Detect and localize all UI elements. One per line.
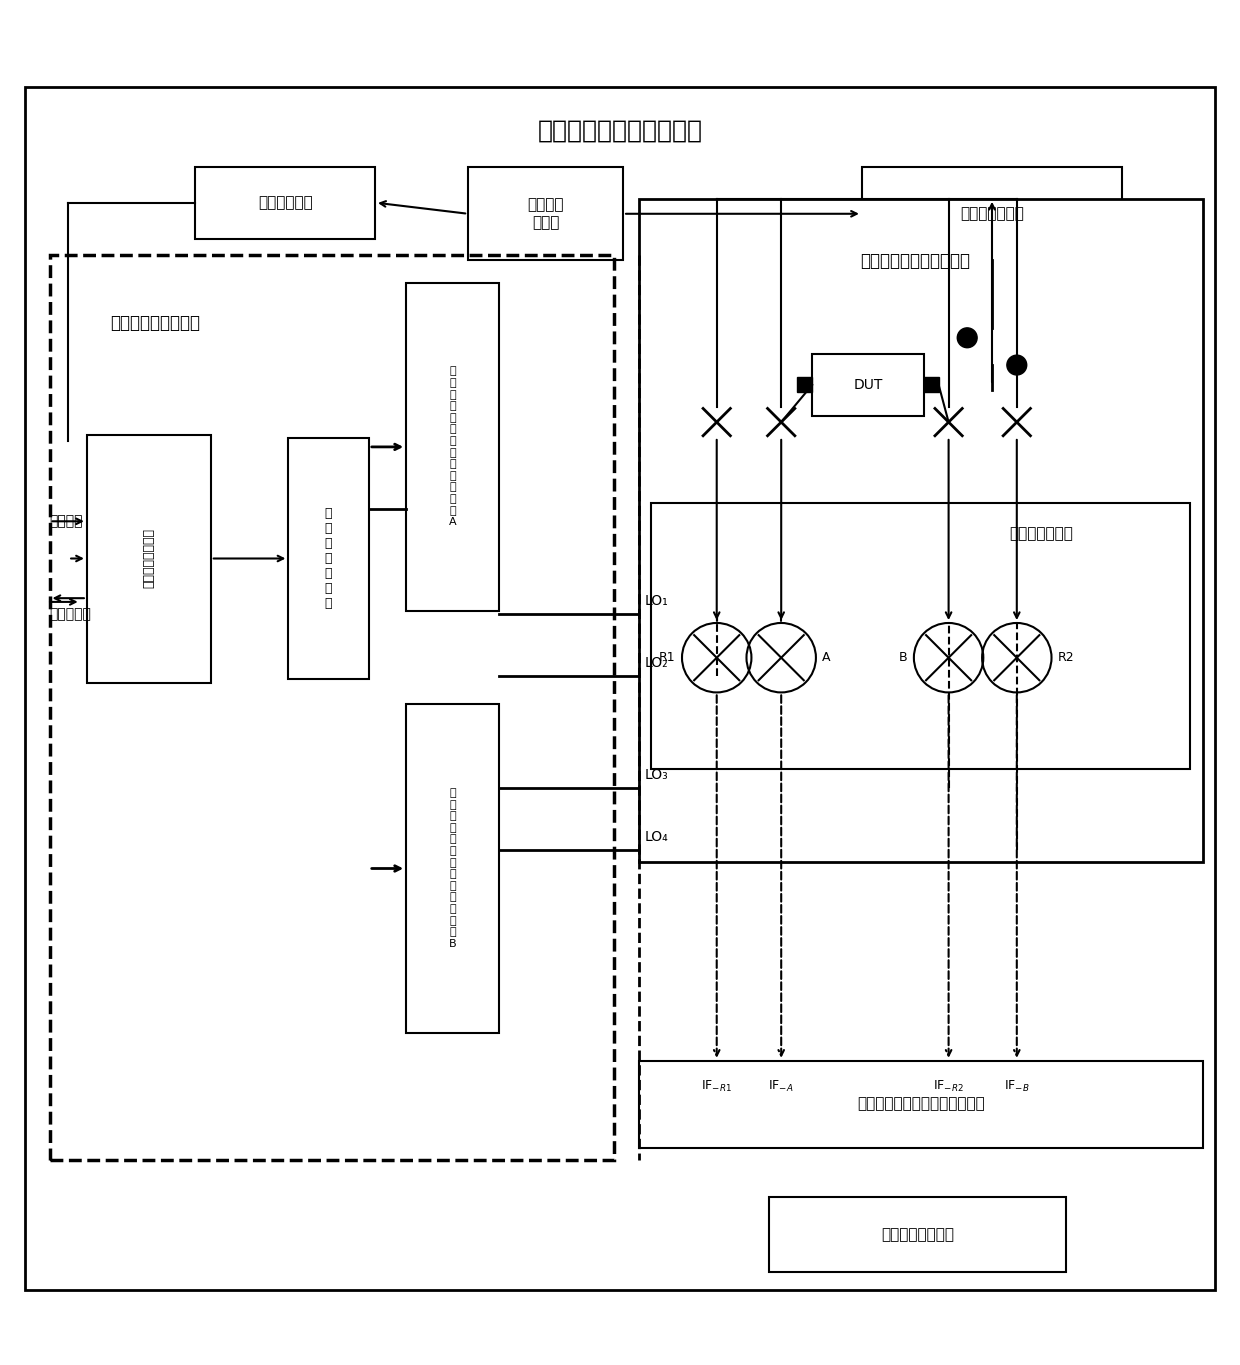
- Circle shape: [957, 328, 977, 348]
- Text: IF$_{-A}$: IF$_{-A}$: [769, 1080, 794, 1095]
- FancyBboxPatch shape: [196, 167, 374, 239]
- Text: LO₂: LO₂: [645, 657, 668, 670]
- Text: R1: R1: [660, 651, 676, 665]
- Text: IF$_{-R2}$: IF$_{-R2}$: [932, 1080, 965, 1095]
- Text: DUT: DUT: [853, 378, 883, 392]
- Text: 数学模型与校准件: 数学模型与校准件: [882, 1227, 954, 1242]
- FancyBboxPatch shape: [769, 1197, 1066, 1272]
- FancyBboxPatch shape: [639, 1061, 1203, 1148]
- Text: 级联扩展口: 级联扩展口: [50, 607, 92, 621]
- FancyBboxPatch shape: [407, 283, 498, 612]
- Text: 响应信号接收机: 响应信号接收机: [1009, 526, 1074, 541]
- Text: LO₁: LO₁: [645, 594, 668, 607]
- FancyBboxPatch shape: [407, 704, 498, 1033]
- Text: 嵌入式计算机、信号处理与显示: 嵌入式计算机、信号处理与显示: [857, 1096, 985, 1111]
- FancyBboxPatch shape: [25, 87, 1215, 1290]
- FancyBboxPatch shape: [87, 434, 211, 682]
- Circle shape: [1007, 355, 1027, 375]
- FancyBboxPatch shape: [862, 168, 1122, 261]
- Text: IF$_{-B}$: IF$_{-B}$: [1004, 1080, 1029, 1095]
- Text: 一
级
功
分
放
大
单: 一 级 功 分 放 大 单: [325, 506, 332, 610]
- Text: 本信号发生器: 本信号发生器: [258, 195, 312, 210]
- Text: 激励信号发生器: 激励信号发生器: [960, 206, 1024, 221]
- Text: 高精度时
钟基准: 高精度时 钟基准: [527, 198, 564, 229]
- FancyBboxPatch shape: [797, 378, 812, 392]
- Text: 激励信号与响应信号分离: 激励信号与响应信号分离: [861, 253, 970, 270]
- Text: R2: R2: [1058, 651, 1074, 665]
- Text: IF$_{-R1}$: IF$_{-R1}$: [701, 1080, 733, 1095]
- Text: 本振输入: 本振输入: [50, 515, 83, 528]
- FancyBboxPatch shape: [924, 378, 939, 392]
- FancyBboxPatch shape: [469, 168, 622, 261]
- Text: LO₃: LO₃: [645, 767, 668, 782]
- Text: B: B: [899, 651, 908, 665]
- Text: 二
级
末
端
稳
幅
式
功
分
放
大
单
元
A: 二 级 末 端 稳 幅 式 功 分 放 大 单 元 A: [449, 366, 456, 527]
- Text: 本振级联扩展单元: 本振级联扩展单元: [143, 528, 155, 588]
- FancyBboxPatch shape: [288, 438, 370, 680]
- FancyBboxPatch shape: [812, 354, 924, 416]
- Text: 矢量网络分析仪原理框图: 矢量网络分析仪原理框图: [537, 119, 703, 143]
- Text: 本发明本振功分装置: 本发明本振功分装置: [110, 314, 200, 332]
- Text: 二
级
末
端
稳
幅
式
功
分
放
大
单
元
B: 二 级 末 端 稳 幅 式 功 分 放 大 单 元 B: [449, 788, 456, 949]
- Text: LO₄: LO₄: [645, 830, 668, 844]
- FancyBboxPatch shape: [639, 199, 1203, 863]
- FancyBboxPatch shape: [651, 502, 1190, 770]
- Text: A: A: [822, 651, 831, 665]
